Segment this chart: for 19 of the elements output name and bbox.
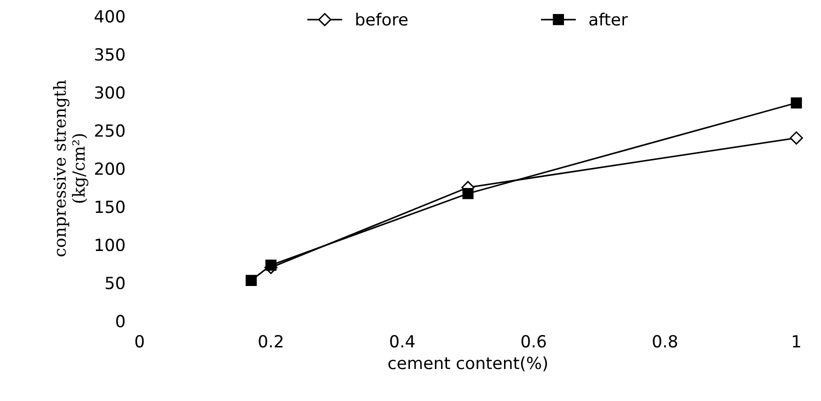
y-tick-label: 100 (96, 238, 125, 252)
y-tick-label: 50 (106, 276, 125, 290)
legend-label: after (589, 12, 628, 26)
x-tick-label: 0.2 (258, 334, 283, 348)
y-tick-label: 0 (116, 314, 125, 328)
y-tick-label: 150 (96, 200, 125, 214)
y-tick-label: 200 (95, 162, 125, 175)
x-axis-title: cement content(%) (388, 356, 548, 372)
y-tick-label: 250 (95, 124, 125, 137)
x-tick-label: 0 (135, 334, 144, 348)
y-tick-label: 350 (95, 48, 125, 61)
y-tick-label: 400 (94, 10, 125, 23)
x-tick-label: 0.4 (390, 334, 415, 348)
legend-label: before (356, 12, 408, 26)
x-tick-label: 0.6 (521, 334, 546, 348)
y-axis-title: conpressive strength (kg/cm²) (53, 80, 88, 256)
y-tick-label: 300 (95, 86, 125, 99)
x-tick-label: 0.8 (652, 334, 678, 348)
x-tick-label: 1 (792, 335, 800, 348)
